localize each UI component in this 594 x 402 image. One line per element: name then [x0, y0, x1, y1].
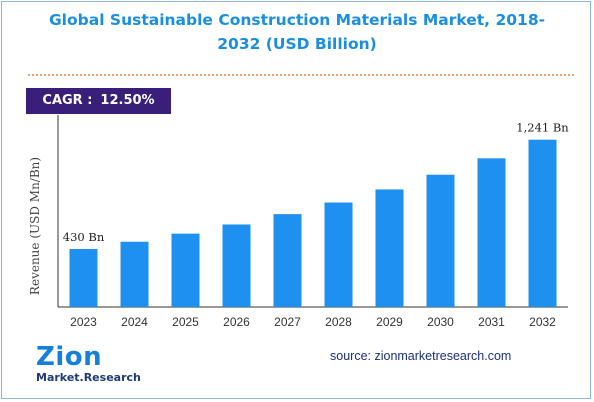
bar-2025 [171, 233, 200, 307]
bar-2023 [69, 249, 98, 307]
bar-2028 [324, 202, 353, 307]
bar-2026 [222, 224, 251, 307]
title-divider [28, 74, 574, 76]
y-axis-label: Revenue (USD Mn/Bn) [28, 157, 42, 295]
x-tick-label-2030: 2030 [427, 315, 454, 329]
x-tick-label-2027: 2027 [274, 315, 301, 329]
bar-2031 [477, 158, 506, 307]
x-tick-label-2028: 2028 [325, 315, 352, 329]
x-tick-label-2031: 2031 [478, 315, 505, 329]
x-tick-label-2026: 2026 [223, 315, 250, 329]
chart-title: Global Sustainable Construction Material… [40, 8, 554, 56]
chart-title-line-2: 2032 (USD Billion) [217, 35, 377, 53]
zion-logo: Zion Market.Research [36, 342, 141, 389]
x-tick-label-2029: 2029 [376, 315, 403, 329]
chart-title-line-1: Global Sustainable Construction Material… [48, 11, 546, 29]
bar-2030 [426, 174, 455, 307]
bar-2032 [528, 139, 557, 307]
logo-tagline: Market.Research [36, 371, 141, 384]
cagr-value: 12.50% [100, 93, 155, 108]
bar-2024 [120, 241, 149, 307]
cagr-label: CAGR : [42, 93, 93, 108]
logo-wordmark: Zion [36, 342, 103, 372]
bar-2029 [375, 189, 404, 307]
data-label-2023: 430 Bn [63, 230, 105, 244]
bar-2027 [273, 214, 302, 307]
source-note: source: zionmarketresearch.com [330, 349, 512, 363]
x-tick-label-2025: 2025 [172, 315, 199, 329]
x-tick-label-2024: 2024 [121, 315, 148, 329]
x-tick-label-2023: 2023 [70, 315, 97, 329]
data-label-2032: 1,241 Bn [516, 121, 569, 135]
cagr-badge: CAGR : 12.50% [26, 88, 171, 114]
x-tick-label-2032: 2032 [529, 315, 556, 329]
